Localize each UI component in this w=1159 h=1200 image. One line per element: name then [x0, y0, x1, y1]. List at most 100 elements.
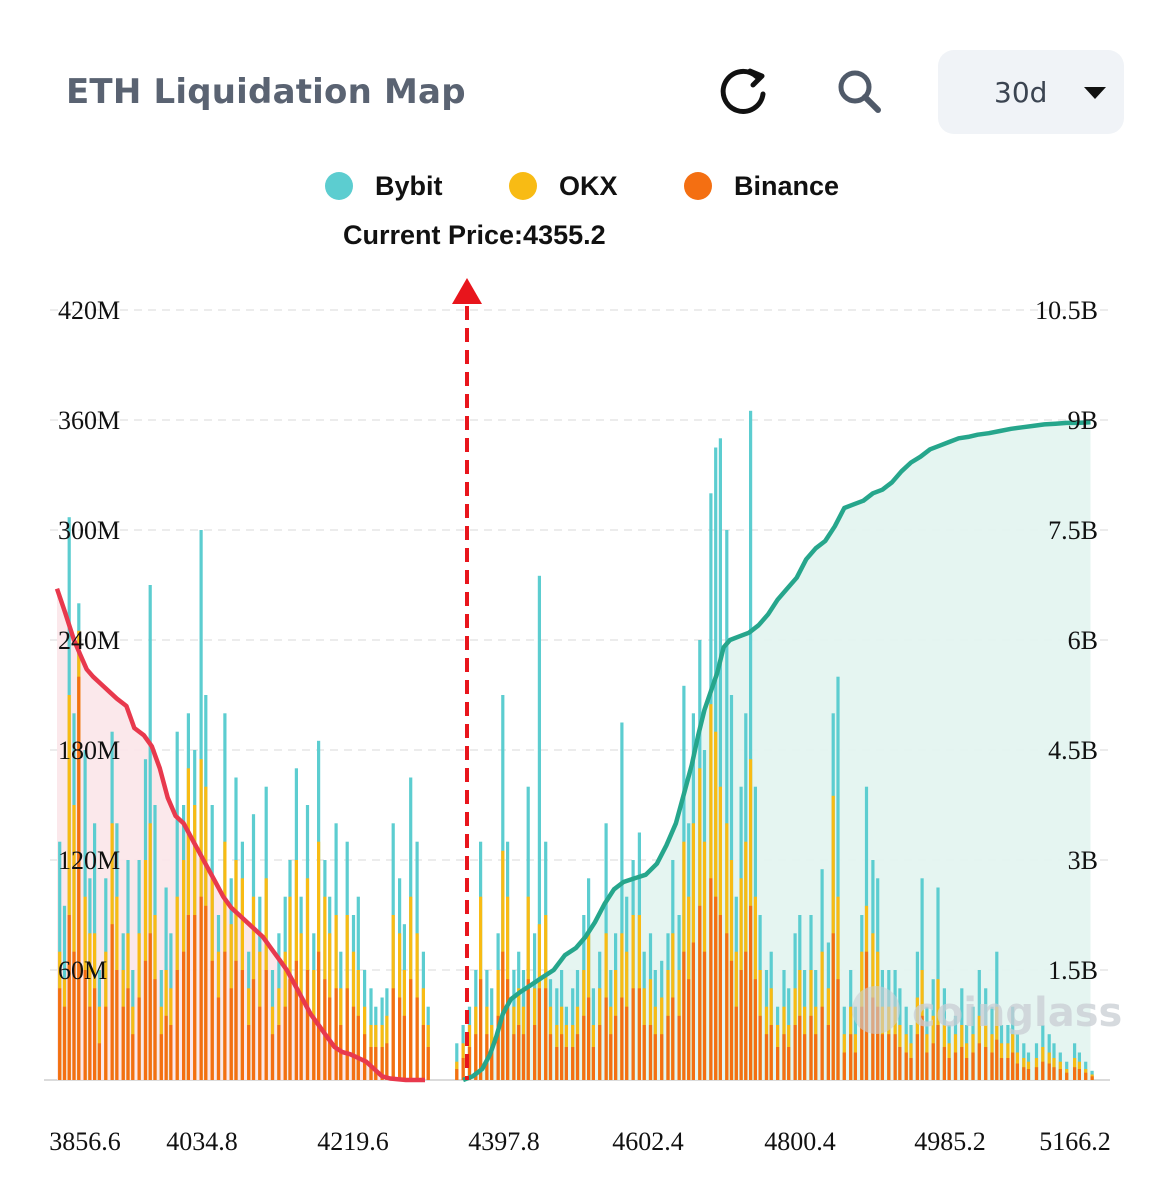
bar-binance	[995, 1039, 999, 1080]
y-axis-right: 10.5B 9B 7.5B 6B 4.5B 3B 1.5B	[1035, 296, 1098, 985]
x-tick-label: 4985.2	[914, 1127, 986, 1156]
bar-binance	[793, 1025, 797, 1080]
bar-binance	[660, 1034, 664, 1080]
legend-item-binance[interactable]: Binance	[684, 166, 839, 206]
bar-binance	[240, 970, 244, 1080]
bar-binance	[126, 988, 130, 1080]
bar-binance	[58, 988, 62, 1080]
bar-bybit	[620, 722, 624, 1080]
y-right-tick-label: 4.5B	[1048, 736, 1098, 765]
bar-binance	[182, 951, 186, 1080]
bar-binance	[990, 1052, 994, 1080]
bar-binance	[718, 915, 722, 1080]
bar-binance	[385, 1043, 389, 1080]
bar-binance	[548, 1034, 553, 1080]
bar-binance	[131, 1034, 135, 1080]
short-cumulative-line	[54, 587, 425, 1083]
bar-binance	[904, 1052, 908, 1080]
bar-binance	[965, 1058, 969, 1080]
bar-binance	[421, 1025, 425, 1080]
bar-binance	[714, 896, 718, 1080]
search-button[interactable]	[830, 62, 890, 122]
bar-binance	[769, 1025, 773, 1080]
bar-bybit	[836, 676, 840, 1080]
refresh-button[interactable]	[715, 62, 775, 122]
bar-binance	[814, 1034, 818, 1080]
bar-binance	[631, 988, 635, 1080]
bar-binance	[575, 1034, 580, 1080]
bar-binance	[186, 915, 190, 1080]
bar-binance	[455, 1069, 459, 1080]
current-price-arrow-icon	[452, 278, 482, 304]
bar-binance	[496, 1015, 500, 1080]
x-tick-label: 4800.4	[764, 1127, 836, 1156]
bar-binance	[671, 997, 675, 1080]
bar-binance	[637, 988, 641, 1080]
x-tick-label: 3856.6	[49, 1127, 121, 1156]
bar-binance	[1041, 1061, 1045, 1080]
bar-binance	[960, 1047, 964, 1080]
bar-binance	[299, 997, 303, 1080]
bar-binance	[876, 1006, 880, 1080]
bar-binance	[490, 1047, 494, 1080]
bar-binance	[169, 1025, 173, 1080]
bar-binance	[591, 1047, 595, 1080]
caret-down-icon	[1084, 87, 1106, 99]
y-right-tick-label: 10.5B	[1035, 296, 1098, 325]
bar-binance	[512, 1034, 516, 1080]
y-left-tick-label: 120M	[58, 846, 120, 875]
bar-binance	[137, 997, 141, 1080]
bar-binance	[587, 997, 591, 1080]
bar-binance	[614, 1015, 618, 1080]
current-price-marker	[452, 278, 482, 1080]
bar-binance	[83, 970, 87, 1080]
bar-binance	[953, 1052, 958, 1080]
bar-binance	[915, 1034, 919, 1080]
period-select[interactable]: 30d	[938, 50, 1124, 134]
bar-binance	[999, 1058, 1004, 1080]
bar-binance	[860, 1006, 864, 1080]
bar-binance	[374, 1047, 378, 1080]
y-left-tick-label: 240M	[58, 626, 120, 655]
bar-binance	[887, 1034, 891, 1080]
bar-binance	[204, 905, 208, 1080]
bar-binance	[687, 979, 691, 1080]
bar-binance	[782, 1034, 786, 1080]
bar-binance	[977, 1043, 981, 1080]
legend-item-okx[interactable]: OKX	[509, 166, 618, 206]
bar-binance	[216, 997, 221, 1080]
bar-binance	[409, 979, 413, 1080]
bar-bybit	[725, 530, 729, 1080]
bar-binance	[739, 970, 743, 1080]
legend-label-bybit: Bybit	[375, 170, 443, 201]
bar-binance	[642, 1025, 646, 1080]
bar-binance	[544, 988, 548, 1080]
bar-binance	[931, 1043, 935, 1080]
bar-binance	[72, 951, 76, 1080]
bar-binance	[836, 979, 840, 1080]
bar-binance	[758, 1015, 762, 1080]
legend-item-bybit[interactable]: Bybit	[325, 166, 443, 206]
bar-binance	[175, 970, 179, 1080]
bar-binance	[920, 1015, 924, 1080]
cumulative-lines	[54, 419, 1091, 1083]
bar-binance	[691, 942, 695, 1080]
bar-binance	[1047, 1063, 1051, 1080]
bar-binance	[148, 933, 152, 1080]
bar-binance	[849, 1034, 853, 1080]
bar-binance	[199, 896, 203, 1080]
bar-binance	[564, 1047, 568, 1080]
bar-binance	[104, 1006, 108, 1080]
bar-binance	[479, 979, 483, 1080]
bar-binance	[803, 1034, 807, 1080]
bar-binance	[853, 1052, 857, 1080]
bar-binance	[415, 997, 419, 1080]
bar-binance	[604, 997, 608, 1080]
bar-binance	[210, 960, 214, 1080]
bar-binance	[229, 988, 233, 1080]
long-cumulative-line	[462, 419, 1091, 1083]
bar-binance	[936, 1025, 940, 1080]
bar-binance	[1073, 1067, 1077, 1080]
bar-binance	[942, 1047, 946, 1080]
bar-binance	[143, 960, 148, 1080]
